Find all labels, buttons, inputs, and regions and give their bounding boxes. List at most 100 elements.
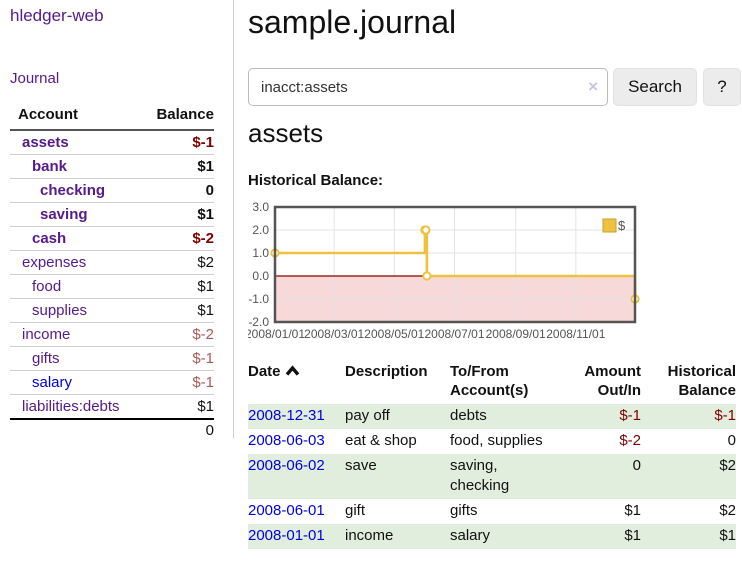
tofrom-column-header: To/From Account(s) [450,363,529,399]
search-bar: × Search ? [248,68,742,106]
account-link-checking[interactable]: checking [40,182,106,199]
register-row: 2008-06-03 eat & shop food, supplies $-2 0 [248,429,736,454]
account-balance: $-2 [192,326,214,343]
account-balance: $1 [197,302,214,319]
svg-text:3.0: 3.0 [252,200,269,214]
balance-cell: 0 [727,432,736,449]
account-link-liabilities-debts[interactable]: liabilities:debts [22,398,120,415]
transaction-date-link[interactable]: 2008-01-01 [248,527,325,544]
account-balance: $1 [197,206,214,223]
account-row: cash $-2 [10,227,214,251]
transaction-date-link[interactable]: 2008-06-02 [248,457,325,474]
description-cell: gift [345,502,366,519]
register-row: 2008-06-01 gift gifts $1 $2 [248,499,736,524]
description-cell: eat & shop [345,432,417,449]
account-balance: $-2 [192,230,214,247]
main-content: sample.journal × Search ? assets Histori… [245,0,742,582]
account-row: salary $-1 [10,371,214,395]
description-cell: pay off [345,407,390,424]
register-header-row: Date Description To/From Account(s) Amou… [248,362,736,404]
description-column-header: Description [345,363,428,380]
description-cell: save [345,457,377,474]
account-row: food $1 [10,275,214,299]
amount-cell: 0 [632,457,641,474]
svg-text:2008/07/01: 2008/07/01 [424,327,484,341]
amount-cell: $1 [624,502,641,519]
accounts-table-header: Account Balance [10,104,214,131]
svg-text:0.0: 0.0 [252,269,269,283]
sidebar: hledger-web Journal Account Balance asse… [0,0,233,582]
svg-text:2008/09/01: 2008/09/01 [486,327,546,341]
amount-cell: $1 [624,527,641,544]
tofrom-cell: debts [450,407,487,424]
register-row: 2008-01-01 income salary $1 $1 [248,524,736,549]
search-input[interactable] [248,68,608,106]
accounts-total-row: 0 [10,418,214,441]
transaction-date-link[interactable]: 2008-06-01 [248,502,325,519]
balance-column-header: Historical Balance [667,363,736,399]
tofrom-cell: salary [450,527,491,544]
balance-cell: $2 [719,502,736,519]
tofrom-cell: gifts [450,502,478,519]
account-link-supplies[interactable]: supplies [32,302,88,319]
account-balance: $1 [197,158,214,175]
account-link-assets[interactable]: assets [22,134,69,151]
account-row: expenses $2 [10,251,214,275]
tofrom-cell: food, supplies [450,432,543,449]
register-row: 2008-12-31 pay off debts $-1 $-1 [248,404,736,429]
amount-cell: $-2 [619,432,641,449]
svg-text:2008/03/01: 2008/03/01 [304,327,364,341]
svg-text:$: $ [618,218,626,233]
tofrom-cell: saving, checking [450,457,510,494]
date-cell: 2008-06-01 [248,499,345,524]
account-row: income $-2 [10,323,214,347]
accounts-table: Account Balance assets $-1 bank $1 checking 0… [10,104,214,441]
account-link-expenses[interactable]: expenses [22,254,87,271]
sort-ascending-icon [285,362,300,381]
svg-text:1.0: 1.0 [252,246,269,260]
date-column-header[interactable]: Date [248,362,345,404]
account-heading: assets [248,118,324,148]
date-cell: 2008-06-03 [248,429,345,454]
register-table: Date Description To/From Account(s) Amou… [248,362,736,549]
amount-cell: $-1 [619,407,641,424]
svg-text:-2.0: -2.0 [248,315,269,329]
account-balance: $-1 [192,374,214,391]
account-row: assets $-1 [10,131,214,155]
account-link-income[interactable]: income [22,326,71,343]
account-row: liabilities:debts $1 [10,395,214,419]
account-link-saving[interactable]: saving [40,206,88,223]
svg-text:2.0: 2.0 [252,223,269,237]
date-cell: 2008-01-01 [248,524,345,549]
app-title-link[interactable]: hledger-web [10,6,104,25]
description-cell: income [345,527,394,544]
historical-balance-chart: $3.0 2.0 1.0 0.0 -1.0 -2.0 2008/01/01 2008/03/0… [245,196,742,346]
svg-text:2008/11/01: 2008/11/01 [546,327,605,341]
account-row: bank $1 [10,155,214,179]
account-link-salary[interactable]: salary [32,374,73,391]
transaction-date-link[interactable]: 2008-06-03 [248,432,325,449]
help-button[interactable]: ? [703,68,741,106]
account-link-bank[interactable]: bank [32,158,68,175]
accounts-total-value: 0 [205,422,214,439]
account-link-food[interactable]: food [32,278,62,295]
search-button[interactable]: Search [613,68,697,106]
svg-text:2008/01/01: 2008/01/01 [248,327,305,341]
balance-cell: $2 [719,457,736,474]
account-balance: 0 [205,182,214,199]
sidebar-divider [233,0,234,438]
balance-column-header: Balance [156,106,214,123]
transaction-date-link[interactable]: 2008-12-31 [248,407,325,424]
date-cell: 2008-06-02 [248,454,345,499]
chart-title: Historical Balance: [248,172,384,189]
account-balance: $1 [197,398,214,415]
balance-cell: $-1 [714,407,736,424]
account-balance: $1 [197,278,214,295]
account-link-cash[interactable]: cash [32,230,67,247]
sidebar-item-journal[interactable]: Journal [10,70,60,87]
page-title: sample.journal [248,4,457,40]
account-row: saving $1 [10,203,214,227]
account-link-gifts[interactable]: gifts [32,350,60,367]
clear-search-icon[interactable]: × [588,77,598,96]
